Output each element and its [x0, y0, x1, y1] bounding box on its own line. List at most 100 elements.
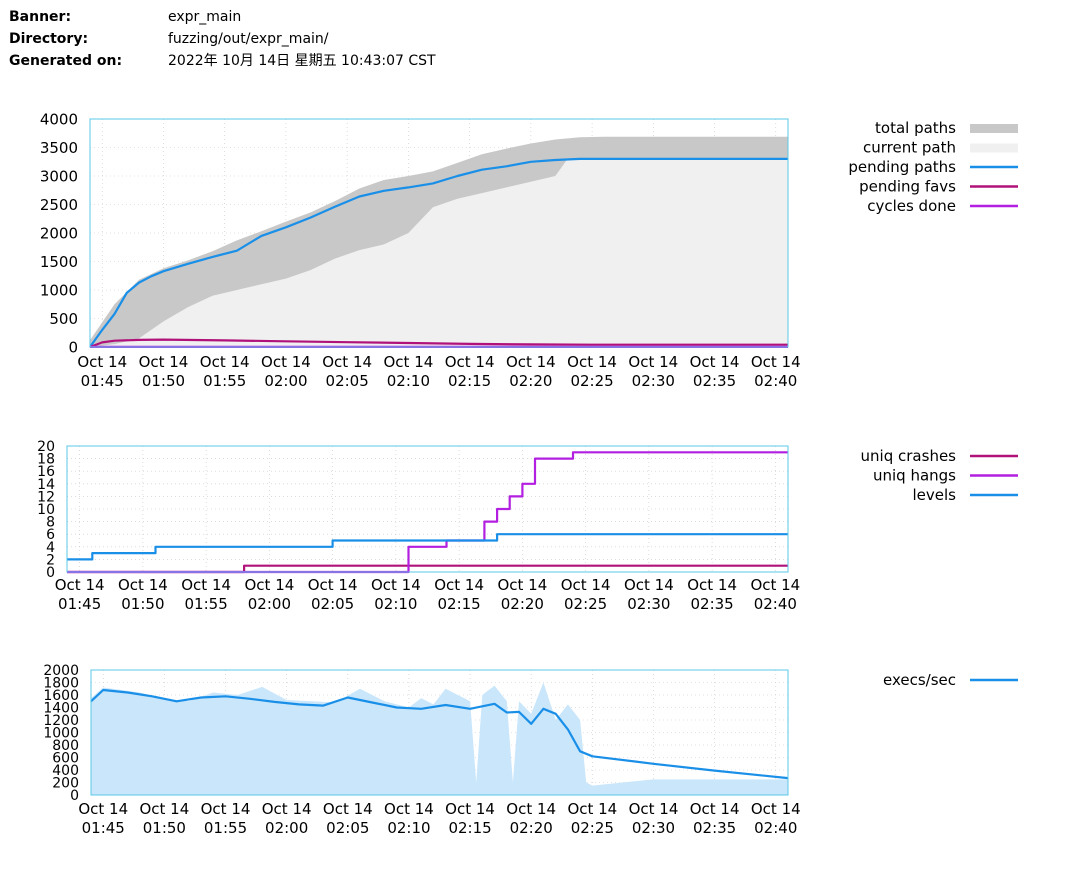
series-execs-raw--area [91, 682, 788, 795]
x-tick-time-9: 02:30 [632, 819, 675, 837]
plot-frame [89, 118, 789, 348]
x-tick-date-3: Oct 14 [244, 576, 294, 594]
x-tick-date-0: Oct 14 [78, 800, 128, 818]
x-tick-time-3: 02:00 [264, 372, 307, 390]
x-tick-date-8: Oct 14 [567, 800, 617, 818]
y-tick-label-0: 0 [70, 788, 79, 804]
directory-label: Directory: [9, 31, 89, 47]
series-current-path-area [90, 158, 788, 347]
y-tick-label-5: 1000 [43, 726, 79, 742]
legend-label-cycles-done: cycles done [867, 197, 956, 215]
x-tick-date-5: Oct 14 [383, 353, 433, 371]
x-tick-date-11: Oct 14 [750, 576, 800, 594]
x-tick-time-1: 01:50 [121, 595, 164, 613]
directory-row: Directory: fuzzing/out/expr_main/ [9, 28, 436, 50]
legend-label-pending-paths: pending paths [848, 158, 956, 176]
y-tick-label-8: 1600 [43, 688, 79, 704]
x-tick-time-0: 01:45 [81, 372, 124, 390]
y-tick-label-9: 18 [37, 452, 55, 468]
y-tick-label-6: 3000 [40, 167, 78, 185]
x-tick-date-6: Oct 14 [445, 800, 495, 818]
y-tick-label-2: 4 [46, 540, 55, 556]
x-tick-time-8: 02:25 [571, 819, 614, 837]
x-tick-date-2: Oct 14 [201, 800, 251, 818]
legend-label-uniq-crashes: uniq crashes [861, 447, 957, 465]
x-tick-time-3: 02:00 [248, 595, 291, 613]
y-tick-label-9: 1800 [43, 676, 79, 692]
x-tick-date-6: Oct 14 [434, 576, 484, 594]
y-tick-label-3: 600 [52, 751, 79, 767]
x-tick-time-3: 02:00 [265, 819, 308, 837]
legend-label-total-paths: total paths [875, 119, 956, 137]
legend-label-execs-sec: execs/sec [883, 671, 956, 689]
plot-frame [90, 669, 789, 796]
generated-value: 2022年 10月 14日 星期五 10:43:07 CST [168, 53, 436, 69]
legend-label-pending-favs: pending favs [859, 178, 956, 196]
x-tick-time-2: 01:55 [203, 372, 246, 390]
y-tick-label-5: 2500 [40, 196, 78, 214]
x-tick-date-9: Oct 14 [628, 353, 678, 371]
x-tick-time-7: 02:20 [509, 372, 552, 390]
x-tick-date-2: Oct 14 [181, 576, 231, 594]
x-tick-date-9: Oct 14 [624, 576, 674, 594]
x-tick-time-11: 02:40 [754, 819, 797, 837]
banner-label: Banner: [9, 9, 72, 25]
y-tick-label-7: 3500 [40, 139, 78, 157]
directory-value: fuzzing/out/expr_main/ [168, 31, 329, 47]
series-uniq-hangs-line [67, 451, 788, 574]
x-tick-time-0: 01:45 [58, 595, 101, 613]
x-tick-date-11: Oct 14 [751, 800, 801, 818]
x-tick-date-7: Oct 14 [506, 353, 556, 371]
x-tick-time-4: 02:05 [326, 819, 369, 837]
y-tick-label-5: 10 [37, 502, 55, 518]
x-tick-time-9: 02:30 [627, 595, 670, 613]
x-tick-time-0: 01:45 [82, 819, 125, 837]
x-tick-date-9: Oct 14 [629, 800, 679, 818]
x-tick-date-1: Oct 14 [118, 576, 168, 594]
x-tick-time-2: 01:55 [185, 595, 228, 613]
y-tick-label-6: 1200 [43, 713, 79, 729]
x-tick-date-4: Oct 14 [322, 353, 372, 371]
y-tick-label-1: 200 [52, 776, 79, 792]
x-tick-date-0: Oct 14 [77, 353, 127, 371]
series-levels-line [67, 533, 788, 561]
x-tick-date-7: Oct 14 [497, 576, 547, 594]
x-tick-date-4: Oct 14 [323, 800, 373, 818]
x-tick-time-10: 02:35 [690, 595, 733, 613]
x-tick-time-9: 02:30 [632, 372, 675, 390]
y-tick-label-0: 0 [46, 565, 55, 581]
series-pending-paths-line [89, 157, 788, 348]
x-tick-time-2: 01:55 [204, 819, 247, 837]
y-tick-label-7: 14 [37, 477, 55, 493]
y-tick-label-10: 2000 [43, 663, 79, 679]
y-tick-label-4: 2000 [40, 224, 78, 242]
series-execs-sec-line [90, 688, 789, 780]
banner-value: expr_main [168, 9, 242, 25]
x-tick-date-5: Oct 14 [371, 576, 421, 594]
series-pending-favs-line [89, 338, 788, 349]
x-tick-time-6: 02:15 [438, 595, 481, 613]
x-tick-time-5: 02:10 [374, 595, 417, 613]
x-tick-time-11: 02:40 [754, 372, 797, 390]
legend-swatch-0 [970, 124, 1018, 133]
y-tick-label-7: 1400 [43, 701, 79, 717]
x-tick-date-0: Oct 14 [55, 576, 105, 594]
x-tick-time-10: 02:35 [693, 819, 736, 837]
y-tick-label-1: 500 [49, 310, 78, 328]
y-tick-label-0: 0 [68, 338, 78, 356]
x-tick-time-11: 02:40 [754, 595, 797, 613]
x-tick-date-3: Oct 14 [262, 800, 312, 818]
banner-row: Banner: expr_main [9, 6, 436, 28]
x-tick-date-11: Oct 14 [751, 353, 801, 371]
x-tick-date-10: Oct 14 [690, 800, 740, 818]
x-tick-time-7: 02:20 [510, 819, 553, 837]
y-tick-label-2: 400 [52, 763, 79, 779]
x-tick-time-5: 02:10 [387, 372, 430, 390]
y-tick-label-6: 12 [37, 489, 55, 505]
x-tick-date-7: Oct 14 [506, 800, 556, 818]
x-tick-time-6: 02:15 [448, 819, 491, 837]
x-tick-date-1: Oct 14 [139, 353, 189, 371]
